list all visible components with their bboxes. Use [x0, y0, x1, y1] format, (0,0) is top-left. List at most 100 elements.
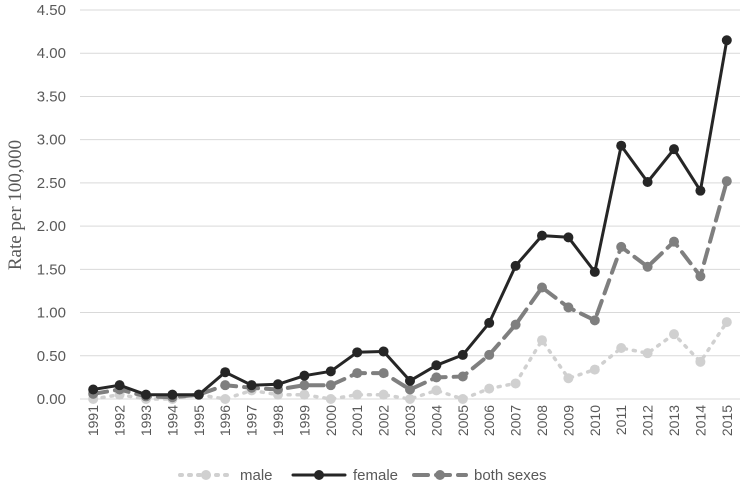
x-tick-label: 1997 — [244, 405, 260, 436]
data-point — [457, 371, 468, 382]
series-lines — [88, 35, 732, 404]
x-tick-label: 1996 — [217, 405, 233, 436]
x-tick-label: 2002 — [376, 405, 392, 436]
data-point — [246, 380, 257, 391]
data-point — [589, 315, 600, 326]
data-point — [141, 389, 151, 400]
y-tick-label: 3.50 — [37, 88, 66, 105]
data-point — [431, 385, 442, 396]
y-tick-label: 0.50 — [37, 348, 66, 365]
x-tick-label: 2012 — [640, 405, 656, 436]
data-point — [695, 271, 706, 282]
data-point — [563, 373, 574, 384]
data-point — [405, 375, 415, 386]
data-point — [457, 349, 468, 360]
y-tick-label: 4.50 — [37, 2, 66, 19]
x-tick-label: 1999 — [296, 405, 312, 436]
data-point — [721, 176, 732, 187]
data-point — [510, 319, 521, 330]
data-point — [510, 260, 521, 271]
y-tick-label: 1.00 — [37, 305, 66, 322]
data-point — [352, 368, 363, 379]
legend-item-both-sexes: both sexes — [412, 467, 547, 484]
data-point — [669, 144, 679, 155]
data-point — [537, 335, 547, 346]
series-both-sexes — [88, 176, 732, 403]
x-tick-label: 2007 — [508, 405, 524, 436]
data-point — [299, 389, 310, 400]
data-point — [299, 370, 310, 381]
data-point — [431, 360, 442, 371]
data-point — [378, 368, 389, 379]
legend-item-female: female — [291, 467, 398, 484]
data-point — [642, 177, 653, 188]
legend-swatch-marker — [435, 470, 445, 480]
data-point — [616, 241, 627, 252]
data-point — [114, 380, 125, 391]
data-point — [378, 389, 389, 400]
x-tick-label: 2013 — [666, 405, 682, 436]
data-point — [642, 261, 653, 272]
data-point — [563, 302, 574, 313]
data-point — [695, 356, 706, 367]
data-point — [669, 236, 679, 247]
y-axis-ticks: 0.00 0.50 1.00 1.50 2.00 2.50 3.00 3.50 4.00 4.50 — [37, 2, 66, 408]
data-point — [167, 389, 178, 400]
data-point — [721, 317, 732, 328]
data-point — [220, 367, 231, 378]
legend-label: female — [353, 467, 398, 484]
x-tick-label: 2011 — [613, 405, 629, 435]
data-point — [405, 384, 415, 395]
gridlines — [80, 9, 740, 400]
y-tick-label: 1.50 — [37, 261, 66, 278]
legend: male female both sexes — [178, 467, 547, 484]
data-point — [352, 347, 363, 358]
x-axis-ticks: 1991 1992 1993 1994 1995 1996 1997 1998 1999 2000… — [85, 405, 735, 436]
data-point — [273, 379, 283, 390]
y-tick-label: 2.00 — [37, 218, 66, 235]
x-tick-label: 1998 — [270, 405, 286, 436]
x-tick-label: 2000 — [323, 405, 339, 436]
data-point — [405, 394, 415, 404]
x-tick-label: 1994 — [164, 405, 180, 436]
data-point — [537, 230, 547, 241]
x-tick-label: 1993 — [138, 405, 154, 436]
y-tick-label: 0.00 — [37, 391, 66, 408]
data-point — [325, 366, 336, 377]
x-tick-label: 2001 — [349, 405, 365, 436]
legend-item-male: male — [178, 467, 273, 484]
data-point — [325, 380, 336, 391]
data-point — [352, 389, 363, 400]
data-point — [721, 35, 732, 46]
data-point — [88, 384, 99, 395]
x-tick-label: 2010 — [587, 405, 603, 436]
y-tick-label: 2.50 — [37, 175, 66, 192]
x-tick-label: 2008 — [534, 405, 550, 436]
legend-swatch-marker — [201, 470, 211, 480]
data-point — [616, 140, 627, 151]
data-point — [563, 232, 574, 243]
data-point — [484, 383, 495, 394]
x-tick-label: 2009 — [560, 405, 576, 436]
x-tick-label: 2003 — [402, 405, 418, 436]
x-tick-label: 1995 — [191, 405, 207, 436]
data-point — [220, 380, 231, 391]
data-point — [457, 394, 468, 404]
data-point — [484, 349, 495, 360]
data-point — [642, 348, 653, 359]
series-line — [91, 38, 729, 397]
series-line — [91, 179, 729, 400]
series-female — [88, 35, 732, 400]
y-axis-label: Rate per 100,000 — [5, 140, 26, 270]
legend-label: both sexes — [474, 467, 547, 484]
data-point — [589, 266, 600, 277]
data-point — [484, 317, 495, 328]
x-tick-label: 2006 — [481, 405, 497, 436]
data-point — [695, 185, 706, 196]
data-point — [378, 346, 389, 357]
legend-label: male — [240, 467, 273, 484]
data-point — [193, 389, 204, 400]
x-tick-label: 2004 — [428, 405, 444, 436]
